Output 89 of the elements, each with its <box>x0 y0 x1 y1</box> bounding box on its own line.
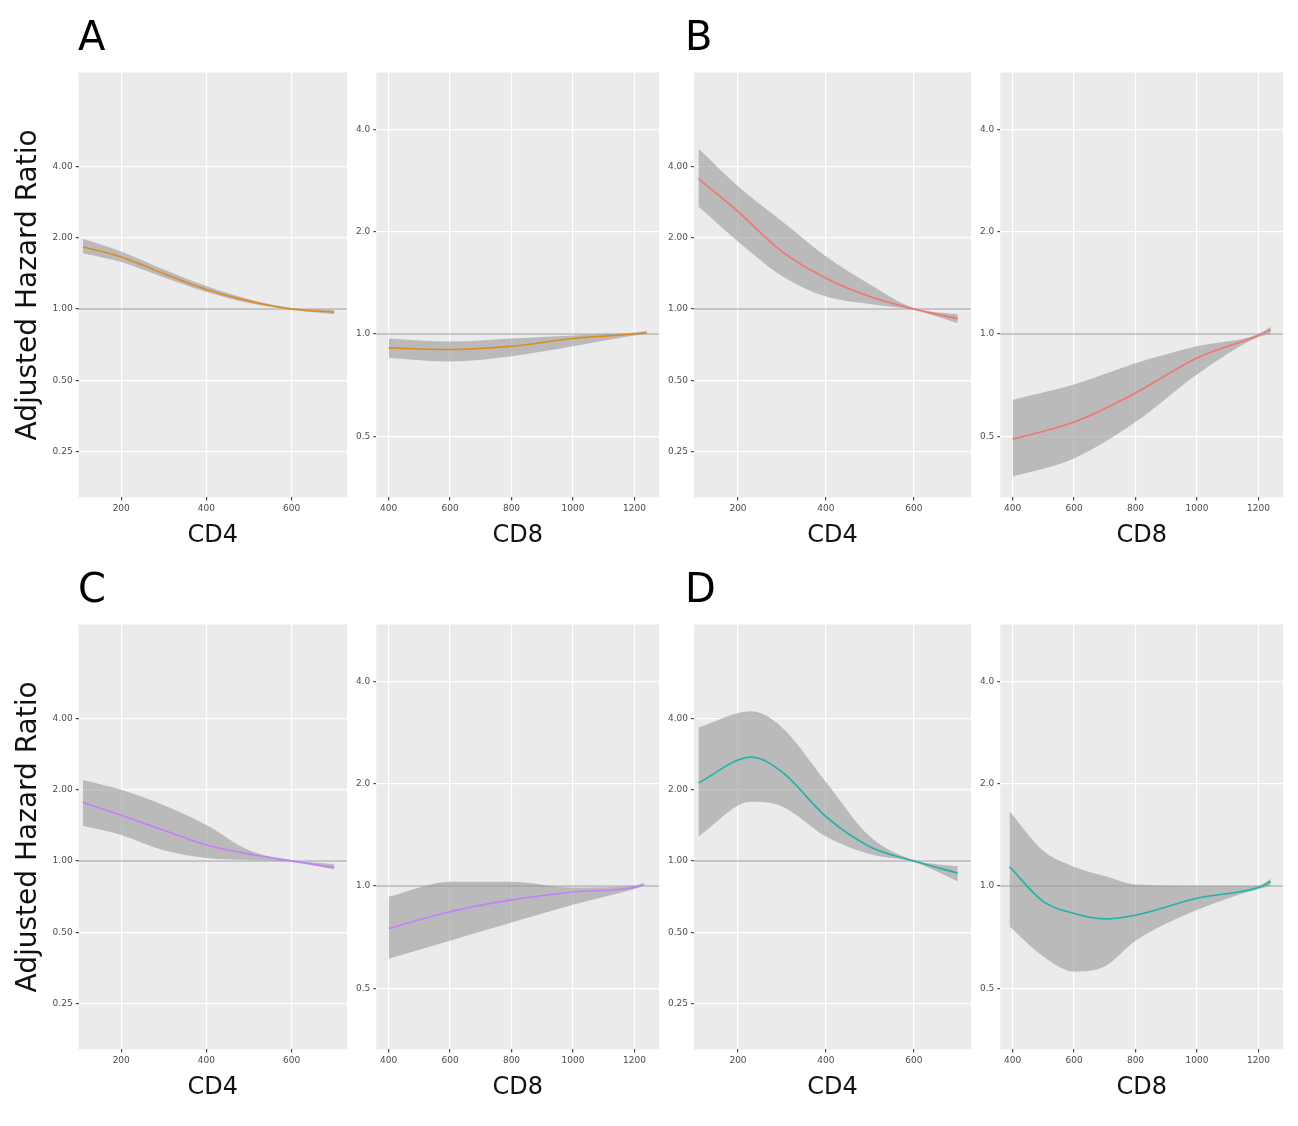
y-tick-label: 0.50 <box>52 374 73 385</box>
y-tick-label: 0.50 <box>52 926 73 937</box>
x-tick-label: 1200 <box>1246 503 1271 514</box>
y-tick-label: 0.50 <box>667 926 689 937</box>
x-tick-label: 800 <box>1126 1055 1145 1066</box>
y-tick-label: 2.0 <box>355 226 371 237</box>
y-tick-label: 2.0 <box>355 778 371 789</box>
y-tick-label: 1.00 <box>52 855 73 866</box>
y-tick-label: 1.0 <box>979 880 995 891</box>
y-tick-label: 2.00 <box>52 784 73 795</box>
x-tick-label: 600 <box>1065 1055 1083 1066</box>
x-tick-label: 400 <box>1004 503 1022 514</box>
y-tick-label: 4.0 <box>979 124 995 135</box>
y-tick-label: 0.5 <box>355 982 371 993</box>
y-tick-label: 1.0 <box>355 880 371 891</box>
line-series <box>82 801 336 869</box>
x-tick-label: 1000 <box>561 503 585 514</box>
x-tick-label: 1000 <box>561 1055 585 1066</box>
x-tick-label: 600 <box>1065 503 1083 514</box>
y-tick-label: 4.00 <box>52 160 73 171</box>
y-tick-label: 0.25 <box>52 997 73 1008</box>
x-tick-label: 800 <box>502 1055 521 1066</box>
x-tick-label: 400 <box>197 1055 216 1066</box>
y-tick-label: 4.00 <box>52 712 73 723</box>
y-tick-label: 2.0 <box>979 226 995 237</box>
y-tick-label: 1.00 <box>52 303 73 314</box>
x-tick-label: 600 <box>441 1055 459 1066</box>
x-tick-label: 600 <box>905 503 923 514</box>
x-axis-title: CD4 <box>187 519 239 548</box>
y-tick-label: 4.00 <box>667 712 689 723</box>
x-tick-label: 800 <box>502 503 521 514</box>
x-tick-label: 600 <box>283 503 301 514</box>
x-axis-title: CD8 <box>492 1071 543 1100</box>
x-tick-label: 400 <box>197 503 216 514</box>
y-tick-label: 4.0 <box>979 676 995 687</box>
line-series <box>697 756 959 874</box>
y-tick-label: 4.00 <box>667 160 689 171</box>
chart-title: B <box>684 12 714 61</box>
y-axis-title: Adjusted Hazard Ratio <box>10 681 44 993</box>
y-tick-label: 0.50 <box>667 374 689 385</box>
line-series <box>387 883 645 930</box>
y-tick-label: 4.0 <box>355 676 371 687</box>
line-series <box>387 331 648 351</box>
y-tick-label: 0.5 <box>979 982 995 993</box>
x-tick-label: 1200 <box>622 1055 647 1066</box>
y-tick-label: 2.00 <box>52 232 73 243</box>
x-axis-title: CD4 <box>187 1071 239 1100</box>
line-series <box>697 177 959 320</box>
y-tick-label: 2.0 <box>979 778 995 789</box>
y-tick-label: 1.00 <box>667 303 689 314</box>
chart-title: C <box>77 564 107 613</box>
x-tick-label: 200 <box>112 503 131 514</box>
line-series <box>1008 865 1272 920</box>
y-tick-label: 0.25 <box>667 445 689 456</box>
x-tick-label: 200 <box>729 503 747 514</box>
y-tick-label: 1.0 <box>979 328 995 339</box>
y-tick-label: 0.25 <box>667 997 689 1008</box>
x-tick-label: 400 <box>817 1055 835 1066</box>
y-tick-label: 4.0 <box>355 124 371 135</box>
y-tick-label: 0.25 <box>52 445 73 456</box>
x-tick-label: 1000 <box>1185 503 1209 514</box>
x-tick-label: 200 <box>729 1055 747 1066</box>
x-axis-title: CD8 <box>1116 1071 1167 1100</box>
x-tick-label: 400 <box>1004 1055 1022 1066</box>
x-tick-label: 400 <box>380 503 398 514</box>
x-tick-label: 600 <box>905 1055 923 1066</box>
y-tick-label: 1.0 <box>355 328 371 339</box>
x-axis-title: CD4 <box>807 1071 858 1100</box>
x-tick-label: 400 <box>817 503 835 514</box>
x-axis-title: CD8 <box>492 519 543 548</box>
x-tick-label: 400 <box>380 1055 398 1066</box>
x-tick-label: 1200 <box>1246 1055 1271 1066</box>
x-tick-label: 600 <box>283 1055 301 1066</box>
x-axis-title: CD8 <box>1116 519 1167 548</box>
x-tick-label: 800 <box>1126 503 1145 514</box>
x-tick-label: 1200 <box>622 503 647 514</box>
x-tick-label: 200 <box>112 1055 131 1066</box>
x-tick-label: 600 <box>441 503 459 514</box>
x-axis-title: CD4 <box>807 519 858 548</box>
chart-title: D <box>684 564 717 613</box>
y-tick-label: 2.00 <box>667 784 689 795</box>
line-series <box>1011 328 1272 440</box>
y-tick-label: 1.00 <box>667 855 689 866</box>
y-tick-label: 0.5 <box>979 430 995 441</box>
y-tick-label: 0.5 <box>355 430 371 441</box>
y-tick-label: 2.00 <box>667 232 689 243</box>
chart-title: A <box>77 12 107 61</box>
x-tick-label: 1000 <box>1185 1055 1209 1066</box>
y-axis-title: Adjusted Hazard Ratio <box>10 129 44 441</box>
